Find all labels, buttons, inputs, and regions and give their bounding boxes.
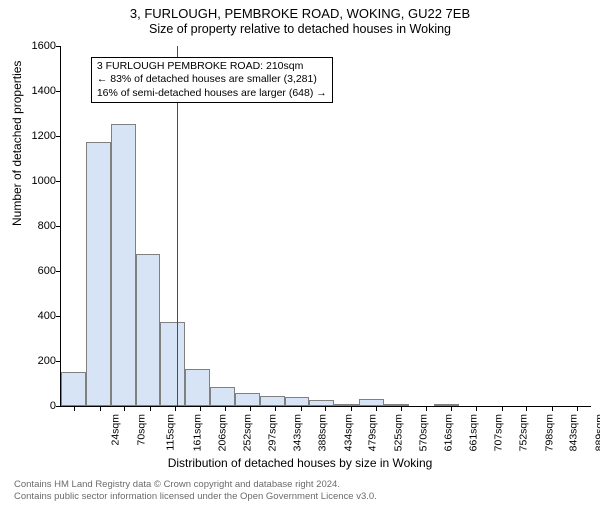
y-tick-label: 0 [16,400,56,412]
plot-region: 0200400600800100012001400160024sqm70sqm1… [60,46,591,407]
x-axis-label: Distribution of detached houses by size … [0,456,600,470]
histogram-bar [111,124,136,406]
histogram-bar [185,369,210,406]
x-tick-label: 752sqm [518,414,530,451]
x-tick-label: 70sqm [135,414,147,446]
x-tick-label: 206sqm [216,414,228,451]
histogram-bar [260,396,285,406]
histogram-bar [285,397,310,406]
histogram-bar [334,404,359,406]
x-tick-label: 707sqm [493,414,505,451]
histogram-bar [160,322,185,406]
histogram-bar [434,404,459,406]
histogram-bar [309,400,334,406]
histogram-bar [61,372,86,406]
histogram-bar [235,393,260,407]
y-tick-label: 1200 [16,130,56,142]
annotation-line1: 3 FURLOUGH PEMBROKE ROAD: 210sqm [97,60,304,72]
histogram-bar [210,387,235,406]
annotation-box: 3 FURLOUGH PEMBROKE ROAD: 210sqm← 83% of… [91,57,333,102]
x-tick-label: 297sqm [266,414,278,451]
y-tick-label: 1600 [16,40,56,52]
page-subtitle: Size of property relative to detached ho… [0,22,600,36]
x-tick-label: 570sqm [417,414,429,451]
x-tick-label: 161sqm [191,414,203,451]
x-tick-label: 252sqm [241,414,253,451]
x-tick-label: 343sqm [292,414,304,451]
chart-area: 0200400600800100012001400160024sqm70sqm1… [60,46,590,406]
x-tick-label: 525sqm [392,414,404,451]
y-tick-label: 800 [16,220,56,232]
x-tick-label: 661sqm [467,414,479,451]
y-tick-label: 400 [16,310,56,322]
x-tick-label: 616sqm [442,414,454,451]
x-tick-label: 798sqm [543,414,555,451]
histogram-bar [136,254,161,406]
x-tick-label: 479sqm [367,414,379,451]
histogram-bar [359,399,384,406]
footer-attribution: Contains HM Land Registry data © Crown c… [14,479,377,502]
page-title: 3, FURLOUGH, PEMBROKE ROAD, WOKING, GU22… [0,6,600,21]
annotation-line2: ← 83% of detached houses are smaller (3,… [97,73,317,85]
footer-line1: Contains HM Land Registry data © Crown c… [14,479,340,490]
x-tick-label: 434sqm [342,414,354,451]
y-tick-label: 1400 [16,85,56,97]
y-tick-label: 600 [16,265,56,277]
y-tick-label: 1000 [16,175,56,187]
x-tick-label: 843sqm [568,414,580,451]
histogram-bar [384,404,409,406]
x-tick-label: 388sqm [317,414,329,451]
histogram-bar [86,142,111,406]
x-tick-label: 889sqm [593,414,600,451]
annotation-line3: 16% of semi-detached houses are larger (… [97,87,327,99]
x-tick-label: 115sqm [165,414,177,451]
x-tick-label: 24sqm [110,414,122,446]
y-tick-label: 200 [16,355,56,367]
